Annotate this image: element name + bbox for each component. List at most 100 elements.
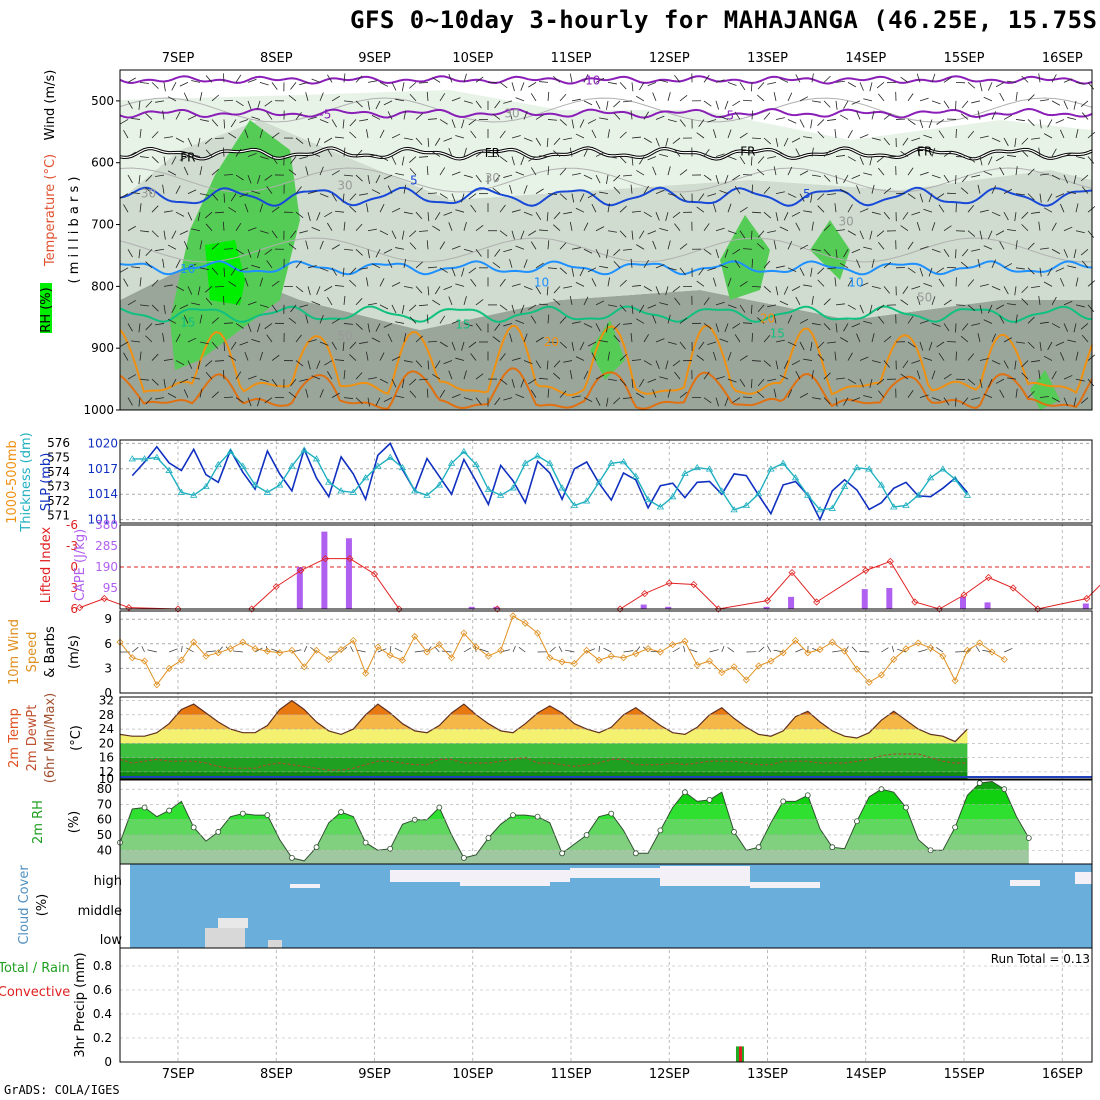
wind-barb	[222, 147, 225, 157]
wind-barb	[132, 646, 139, 653]
wind-barb	[1075, 156, 1085, 159]
wind-barb	[647, 156, 657, 161]
wind-barb	[271, 230, 278, 239]
wind-barb	[672, 137, 681, 144]
rh-point	[534, 813, 541, 820]
wind-barb	[623, 397, 633, 399]
wind-barb	[211, 341, 219, 350]
wind-barb	[943, 174, 950, 183]
wind-barb	[139, 129, 142, 139]
wind-barb	[295, 334, 302, 343]
wind-barb	[775, 360, 779, 370]
wind-barb	[311, 301, 321, 306]
wind-barb	[703, 297, 710, 306]
wind-barb	[960, 335, 969, 343]
wind-barb	[127, 323, 133, 332]
wind-barb	[443, 137, 453, 142]
wind-speed-point	[263, 647, 271, 655]
wind-barb	[751, 360, 762, 362]
wind-barb	[145, 112, 153, 120]
wind-speed-point	[374, 643, 382, 651]
thickness-point	[865, 465, 873, 472]
wind-barb	[943, 100, 950, 109]
wind-barb	[971, 397, 981, 401]
wind-barb	[787, 240, 793, 250]
isotherm-label: 15	[455, 317, 470, 331]
wind-barb	[999, 92, 1005, 102]
wind-barb	[847, 378, 856, 384]
pressure-tick-label: 600	[91, 156, 114, 170]
cloud-low-gray-3	[268, 940, 282, 948]
wind-barb	[975, 646, 980, 653]
rh-point	[166, 807, 173, 814]
wind-barb	[448, 147, 453, 157]
wind-barb	[817, 341, 825, 349]
wind-barb	[171, 304, 177, 314]
wind-barb	[547, 341, 558, 344]
wind-barb	[847, 230, 856, 236]
wind-barb	[387, 333, 393, 343]
wind-barb	[696, 280, 705, 287]
wind-barb	[175, 286, 185, 291]
wind-barb	[439, 241, 446, 250]
wind-barb	[767, 156, 777, 159]
wind-barb	[547, 166, 550, 176]
wind-barb	[455, 283, 465, 287]
wind-barb	[1075, 129, 1079, 139]
rh-point	[755, 844, 762, 851]
wind-barb	[427, 137, 430, 148]
wind-barb	[511, 283, 521, 287]
wind-barb	[607, 129, 610, 139]
wind-barb	[415, 335, 423, 343]
wind-barb	[1063, 152, 1073, 157]
wind-speed-point	[140, 657, 149, 665]
wind-speed-point	[202, 652, 210, 660]
wind-speed-point	[595, 656, 603, 664]
wind-barb	[559, 93, 567, 102]
wind-barb	[750, 379, 753, 389]
thickness-point	[619, 458, 628, 465]
wind-barb	[643, 259, 649, 269]
wind-barb	[271, 132, 280, 139]
wind-barb	[163, 379, 166, 389]
wind-barb	[775, 137, 779, 147]
wind-barb	[324, 360, 333, 366]
wind-barb	[395, 321, 405, 324]
wind-barb	[343, 370, 346, 380]
wind-barb	[355, 100, 363, 108]
li-point	[100, 594, 108, 603]
wind-barb	[391, 82, 397, 91]
wind-barb	[1087, 131, 1096, 139]
isotherm-label: 15	[770, 327, 785, 341]
wind-barb	[613, 335, 621, 343]
wind-barb	[630, 184, 633, 194]
wind-barb	[535, 137, 542, 146]
wind-barb	[391, 378, 397, 388]
wind-barb	[878, 167, 885, 176]
wind-barb	[327, 222, 333, 231]
wind-speed-point	[791, 636, 800, 645]
slp-tick-label: 1011	[87, 513, 118, 527]
wind-barb	[222, 73, 225, 83]
wind-barb	[528, 378, 537, 385]
wind-barb	[451, 171, 461, 176]
wind-barb	[659, 228, 669, 232]
wind-barb	[1075, 378, 1085, 382]
wind-barb	[511, 304, 515, 314]
wind-barb	[366, 203, 369, 213]
li-point	[1034, 605, 1042, 613]
wind-barb	[732, 100, 741, 107]
wind-barb	[827, 341, 837, 344]
wind-barb	[647, 230, 657, 235]
wind-barb	[1063, 300, 1073, 306]
wind-barb	[756, 94, 765, 102]
wind-barb	[727, 81, 737, 86]
wind-barb	[847, 82, 856, 88]
wind-barb	[571, 119, 575, 129]
wind-barb	[426, 91, 429, 101]
wind-barb	[1031, 360, 1041, 363]
wind-barb	[881, 647, 889, 653]
isotherm-20	[119, 324, 1093, 396]
wind-barb	[175, 333, 181, 343]
wind-barb	[575, 207, 585, 213]
